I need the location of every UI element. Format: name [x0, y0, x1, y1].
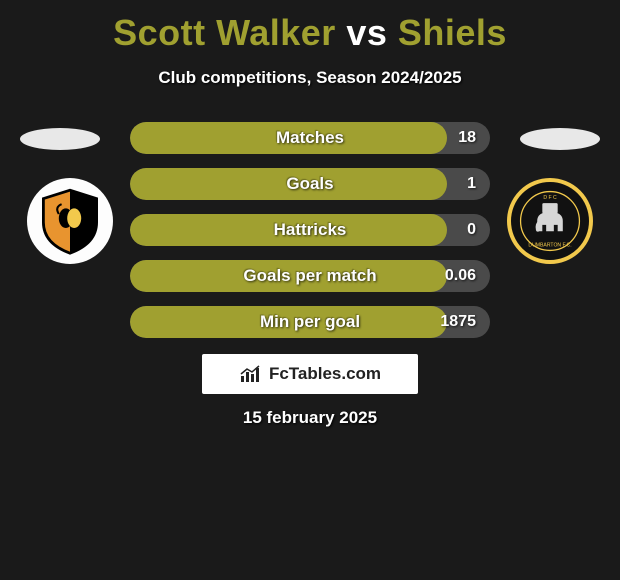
vs-text: vs — [346, 12, 387, 53]
snapshot-date: 15 february 2025 — [0, 408, 620, 428]
alloa-shield-icon — [35, 186, 105, 256]
left-ellipse — [20, 128, 100, 150]
svg-text:D F C: D F C — [543, 195, 557, 201]
season-subtitle: Club competitions, Season 2024/2025 — [0, 68, 620, 88]
dumbarton-elephant-icon: DUMBARTON F.C. D F C — [518, 189, 582, 253]
team-badge-left — [27, 178, 113, 264]
stat-label: Goals per match — [243, 266, 376, 286]
stat-value: 0.06 — [445, 267, 476, 285]
stats-list: Matches 18 Goals 1 Hattricks 0 Goals per match… — [130, 122, 490, 352]
stat-value: 0 — [467, 221, 476, 239]
right-ellipse — [520, 128, 600, 150]
player1-name: Scott Walker — [113, 12, 336, 53]
team-badge-right: DUMBARTON F.C. D F C — [507, 178, 593, 264]
brand-text: FcTables.com — [269, 364, 381, 384]
stat-label: Min per goal — [260, 312, 360, 332]
bar-chart-icon — [239, 364, 263, 384]
stat-label: Matches — [276, 128, 344, 148]
svg-text:DUMBARTON F.C.: DUMBARTON F.C. — [528, 243, 571, 249]
player2-name: Shiels — [398, 12, 507, 53]
stat-value: 1875 — [440, 313, 476, 331]
stat-row: Goals 1 — [130, 168, 490, 200]
stat-label: Goals — [286, 174, 333, 194]
stat-label: Hattricks — [274, 220, 347, 240]
stat-value: 1 — [467, 175, 476, 193]
stat-row: Matches 18 — [130, 122, 490, 154]
stat-row: Goals per match 0.06 — [130, 260, 490, 292]
stat-row: Min per goal 1875 — [130, 306, 490, 338]
stat-value: 18 — [458, 129, 476, 147]
stat-row: Hattricks 0 — [130, 214, 490, 246]
brand-box[interactable]: FcTables.com — [202, 354, 418, 394]
comparison-title: Scott Walker vs Shiels — [0, 0, 620, 54]
